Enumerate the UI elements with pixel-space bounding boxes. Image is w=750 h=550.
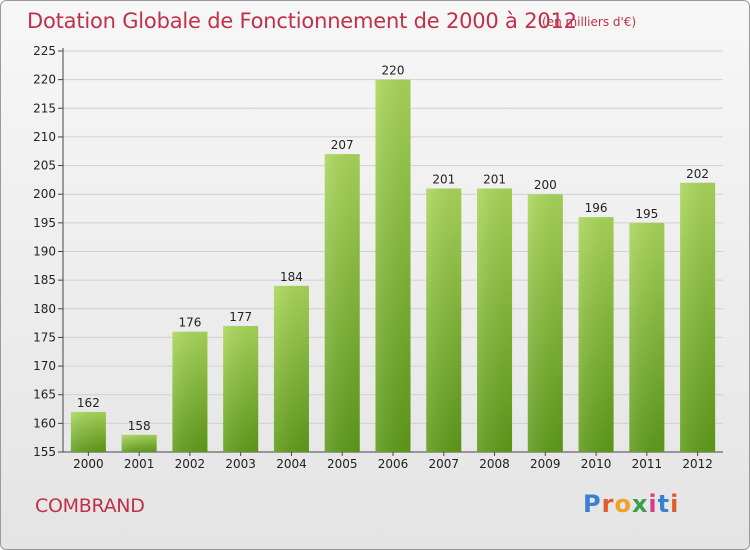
logo-letter: x bbox=[631, 490, 649, 518]
bar-shade-2000 bbox=[70, 411, 106, 452]
bar-shade-2011 bbox=[629, 222, 665, 452]
value-label-2003: 177 bbox=[229, 310, 252, 324]
value-label-2009: 200 bbox=[534, 178, 557, 192]
chart-unit: (en milliers d'€) bbox=[542, 15, 637, 29]
bar-shade-2009 bbox=[527, 194, 563, 452]
x-tick-label-2010: 2010 bbox=[581, 457, 612, 471]
y-tick-label: 170 bbox=[33, 359, 56, 373]
x-tick-label-2011: 2011 bbox=[632, 457, 663, 471]
commune-name: COMBRAND bbox=[35, 495, 145, 517]
y-tick-label: 185 bbox=[33, 273, 56, 287]
value-label-2007: 201 bbox=[432, 172, 455, 186]
chart-title: Dotation Globale de Fonctionnement de 20… bbox=[27, 9, 577, 33]
value-label-2006: 220 bbox=[382, 64, 405, 78]
value-label-2002: 176 bbox=[178, 316, 201, 330]
x-tick-label-2008: 2008 bbox=[479, 457, 510, 471]
bar-shade-2007 bbox=[426, 188, 462, 452]
bar-shade-2001 bbox=[121, 434, 157, 452]
bar-shade-2010 bbox=[578, 217, 614, 452]
value-label-2005: 207 bbox=[331, 138, 354, 152]
y-tick-label: 210 bbox=[33, 130, 56, 144]
bar-shade-2002 bbox=[172, 331, 208, 452]
x-tick-label-2000: 2000 bbox=[73, 457, 104, 471]
logo-letter: r bbox=[601, 490, 615, 518]
y-tick-label: 205 bbox=[33, 159, 56, 173]
x-tick-label-2006: 2006 bbox=[378, 457, 409, 471]
x-tick-label-2012: 2012 bbox=[682, 457, 713, 471]
value-label-2011: 195 bbox=[635, 207, 658, 221]
bar-shade-2006 bbox=[375, 79, 411, 453]
logo-letter: i bbox=[648, 490, 658, 518]
y-tick-label: 215 bbox=[33, 101, 56, 115]
value-label-2004: 184 bbox=[280, 270, 303, 284]
bar-shade-2008 bbox=[477, 188, 513, 452]
logo-letter: o bbox=[614, 490, 632, 518]
x-tick-label-2004: 2004 bbox=[276, 457, 307, 471]
logo-letter: t bbox=[657, 490, 671, 518]
x-tick-label-2007: 2007 bbox=[428, 457, 459, 471]
y-tick-label: 180 bbox=[33, 302, 56, 316]
x-tick-label-2009: 2009 bbox=[530, 457, 561, 471]
y-tick-label: 225 bbox=[33, 44, 56, 58]
y-tick-label: 155 bbox=[33, 445, 56, 459]
value-label-2010: 196 bbox=[585, 201, 608, 215]
y-tick-label: 160 bbox=[33, 416, 56, 430]
bar-shade-2003 bbox=[223, 325, 259, 452]
y-tick-label: 195 bbox=[33, 216, 56, 230]
value-label-2008: 201 bbox=[483, 172, 506, 186]
y-tick-label: 175 bbox=[33, 330, 56, 344]
x-tick-label-2005: 2005 bbox=[327, 457, 358, 471]
y-tick-label: 190 bbox=[33, 245, 56, 259]
x-tick-label-2001: 2001 bbox=[124, 457, 155, 471]
bar-shade-2004 bbox=[273, 285, 309, 452]
proxiti-logo: Proxiti bbox=[583, 490, 679, 518]
value-label-2001: 158 bbox=[128, 419, 151, 433]
y-tick-label: 220 bbox=[33, 73, 56, 87]
x-tick-label-2002: 2002 bbox=[175, 457, 206, 471]
logo-letter: i bbox=[670, 490, 680, 518]
value-label-2000: 162 bbox=[77, 396, 100, 410]
bar-shade-2005 bbox=[324, 154, 360, 452]
x-tick-label-2003: 2003 bbox=[225, 457, 256, 471]
y-tick-label: 165 bbox=[33, 388, 56, 402]
y-tick-label: 200 bbox=[33, 187, 56, 201]
value-label-2012: 202 bbox=[686, 167, 709, 181]
logo-letter: P bbox=[583, 490, 602, 518]
bar-shade-2012 bbox=[680, 182, 716, 452]
